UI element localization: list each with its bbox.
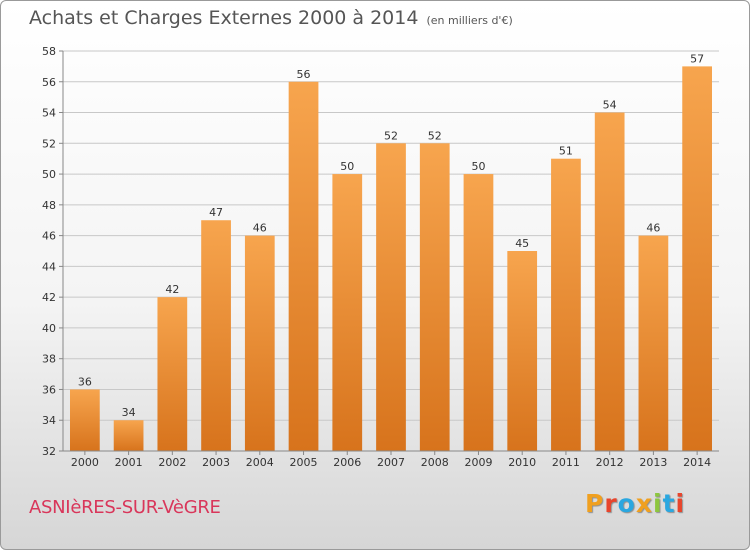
y-tick-label: 40 bbox=[42, 322, 56, 335]
x-tick-label-2007: 2007 bbox=[377, 456, 405, 469]
x-tick-label-2013: 2013 bbox=[639, 456, 667, 469]
y-tick-label: 44 bbox=[42, 260, 56, 273]
logo-letter: i bbox=[675, 489, 686, 518]
x-tick-label-2001: 2001 bbox=[115, 456, 143, 469]
bar-2012 bbox=[594, 112, 625, 452]
logo-letter: i bbox=[653, 489, 663, 518]
logo-letter: t bbox=[662, 489, 676, 518]
bar-2013 bbox=[638, 235, 669, 451]
x-tick-label-2006: 2006 bbox=[333, 456, 361, 469]
bar-2007 bbox=[376, 143, 406, 452]
data-label-2006: 50 bbox=[340, 160, 354, 173]
logo-letter: o bbox=[617, 489, 636, 518]
x-tick-label-2014: 2014 bbox=[683, 456, 711, 469]
bar-2008 bbox=[419, 143, 450, 452]
data-label-2012: 54 bbox=[603, 99, 617, 112]
axes: 32 34 36 38 40 42 44 46 48 50 52 54 56 58 2000 2001 2002… bbox=[42, 45, 719, 469]
proxiti-logo[interactable]: Proxiti bbox=[585, 489, 685, 518]
data-label-2008: 52 bbox=[428, 129, 442, 142]
y-tick-label: 42 bbox=[42, 291, 56, 304]
y-tick-label: 56 bbox=[42, 76, 56, 89]
chart-subtitle: (en milliers d'€) bbox=[426, 14, 513, 27]
data-label-2013: 46 bbox=[646, 222, 660, 235]
data-label-2003: 47 bbox=[209, 206, 223, 219]
data-label-2001: 34 bbox=[122, 406, 136, 419]
data-label-2009: 50 bbox=[471, 160, 485, 173]
data-label-2005: 56 bbox=[297, 68, 311, 81]
x-tick-label-2010: 2010 bbox=[508, 456, 536, 469]
y-tick-label: 50 bbox=[42, 168, 56, 181]
data-label-2002: 42 bbox=[165, 283, 179, 296]
y-tick-label: 38 bbox=[42, 353, 56, 366]
bar-2000 bbox=[69, 389, 100, 451]
y-tick-label: 34 bbox=[42, 414, 56, 427]
x-tick-label-2008: 2008 bbox=[421, 456, 449, 469]
x-tick-label-2009: 2009 bbox=[464, 456, 492, 469]
bar-2002 bbox=[157, 297, 188, 451]
x-tick-label-2002: 2002 bbox=[158, 456, 186, 469]
logo-letter: x bbox=[635, 489, 653, 518]
y-tick-label: 48 bbox=[42, 199, 56, 212]
x-tick-label-2011: 2011 bbox=[552, 456, 580, 469]
logo-letter: r bbox=[604, 489, 618, 518]
y-tick-label: 46 bbox=[42, 230, 56, 243]
x-tick-label-2005: 2005 bbox=[290, 456, 318, 469]
data-label-2007: 52 bbox=[384, 129, 398, 142]
y-tick-label: 32 bbox=[42, 445, 56, 458]
x-tick-label-2004: 2004 bbox=[246, 456, 274, 469]
bar-2004 bbox=[244, 235, 275, 451]
logo-letter: P bbox=[585, 489, 605, 518]
chart-title: Achats et Charges Externes 2000 à 2014 (e… bbox=[29, 7, 513, 29]
y-tick-label: 58 bbox=[42, 45, 56, 58]
data-label-2000: 36 bbox=[78, 375, 92, 388]
town-name: ASNIèRES-SUR-VèGRE bbox=[29, 497, 221, 518]
data-label-2004: 46 bbox=[253, 222, 267, 235]
data-label-2011: 51 bbox=[559, 145, 573, 158]
bar-2009 bbox=[463, 174, 494, 452]
bar-2003 bbox=[201, 220, 231, 451]
x-tick-label-2012: 2012 bbox=[596, 456, 624, 469]
bar-2001 bbox=[113, 420, 144, 451]
bar-2005 bbox=[288, 81, 319, 452]
x-tick-label-2000: 2000 bbox=[71, 456, 99, 469]
y-tick-label: 36 bbox=[42, 383, 56, 396]
bar-2014 bbox=[682, 66, 713, 451]
y-tick-label: 52 bbox=[42, 137, 56, 150]
bars: 36 34 42 47 46 56 50 52 52 50 45 51 54 46 57 bbox=[69, 52, 713, 452]
data-label-2014: 57 bbox=[690, 52, 704, 65]
y-tick-label: 54 bbox=[42, 107, 56, 120]
bar-2006 bbox=[332, 174, 363, 452]
x-tick-label-2003: 2003 bbox=[202, 456, 230, 469]
data-label-2010: 45 bbox=[515, 237, 529, 250]
bar-2011 bbox=[551, 158, 581, 451]
bar-2010 bbox=[507, 251, 538, 451]
chart-title-text: Achats et Charges Externes 2000 à 2014 bbox=[29, 7, 419, 29]
